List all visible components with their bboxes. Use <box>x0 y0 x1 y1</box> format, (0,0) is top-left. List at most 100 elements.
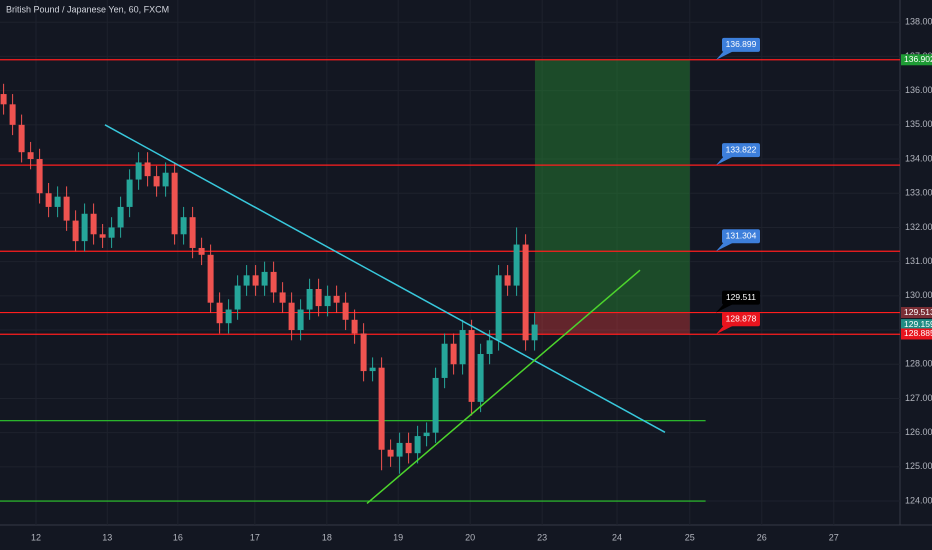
candle-body <box>351 319 358 334</box>
y-tick-label: 135.000 <box>905 119 932 129</box>
x-tick-label: 17 <box>250 532 260 542</box>
y-tick-label: 130.000 <box>905 290 932 300</box>
candle-body <box>18 124 25 153</box>
callout-label: 136.899 <box>726 39 757 49</box>
trend-line <box>104 124 666 433</box>
callout-box <box>722 37 760 52</box>
candle-body <box>270 271 277 293</box>
candle-body <box>54 196 61 207</box>
callout-box <box>722 229 760 244</box>
trend-line <box>366 269 641 505</box>
x-tick-label: 23 <box>537 532 547 542</box>
candle-body <box>261 271 268 286</box>
candle-body <box>90 213 97 235</box>
candle-body <box>459 330 466 365</box>
price-label-box <box>901 319 932 331</box>
candle-body <box>45 193 52 207</box>
x-tick-label: 20 <box>465 532 475 542</box>
candle-body <box>135 162 142 180</box>
callout-pointer <box>716 50 734 60</box>
candle-body <box>387 449 394 457</box>
x-tick-label: 13 <box>102 532 112 542</box>
callout-box <box>722 312 760 327</box>
candle-body <box>198 247 205 255</box>
candle-body <box>396 442 403 457</box>
candle-body <box>468 330 475 402</box>
y-tick-label: 131.000 <box>905 256 932 266</box>
candle-body <box>441 343 448 378</box>
candle-body <box>171 172 178 235</box>
price-label: 129.159 <box>904 319 932 329</box>
candle-body <box>99 234 106 238</box>
x-tick-label: 25 <box>685 532 695 542</box>
candle-body <box>288 302 295 331</box>
y-tick-label: 124.000 <box>905 495 932 505</box>
x-tick-label: 12 <box>31 532 41 542</box>
candle-body <box>504 275 511 286</box>
candle-body <box>477 353 484 402</box>
x-tick-label: 27 <box>829 532 839 542</box>
candle-body <box>279 292 286 303</box>
callout-pointer <box>716 156 734 166</box>
candle-body <box>342 302 349 320</box>
price-label: 136.902 <box>904 54 932 64</box>
candle-body <box>189 217 196 248</box>
y-tick-label: 128.000 <box>905 359 932 369</box>
candle-body <box>423 432 430 437</box>
candle-body <box>216 302 223 324</box>
candle-body <box>144 162 151 177</box>
candle-body <box>225 309 232 324</box>
candle-body <box>513 244 520 286</box>
candle-body <box>180 217 187 235</box>
candle-body <box>405 442 412 454</box>
zone <box>534 312 690 335</box>
candle-body <box>486 340 493 354</box>
candle-body <box>243 275 250 286</box>
candle-body <box>360 333 367 372</box>
candle-body <box>333 295 340 303</box>
candle-body <box>315 289 322 307</box>
y-tick-label: 133.000 <box>905 188 932 198</box>
candle-body <box>36 159 43 194</box>
price-label-box <box>901 307 932 319</box>
candle-body <box>432 377 439 433</box>
callout-box <box>722 290 760 305</box>
candle-body <box>306 289 313 310</box>
candle-body <box>72 220 79 242</box>
callout-pointer <box>716 303 734 313</box>
price-label: 129.513 <box>904 307 932 317</box>
y-tick-label: 136.000 <box>905 85 932 95</box>
candle-body <box>369 367 376 372</box>
callout-label: 129.511 <box>726 292 756 302</box>
x-tick-label: 18 <box>322 532 332 542</box>
candle-body <box>495 275 502 341</box>
candle-body <box>108 227 115 238</box>
candle-body <box>522 244 529 341</box>
y-tick-label: 132.000 <box>905 222 932 232</box>
callout-label: 131.304 <box>726 230 757 240</box>
y-tick-label: 138.000 <box>905 17 932 27</box>
x-tick-label: 24 <box>612 532 622 542</box>
zone <box>534 59 690 313</box>
y-tick-label: 126.000 <box>905 427 932 437</box>
candle-body <box>414 436 421 454</box>
callout-pointer <box>716 242 734 252</box>
candle-body <box>63 196 70 221</box>
callout-label: 133.822 <box>726 144 757 154</box>
candle-body <box>0 94 7 105</box>
callout-pointer <box>716 325 734 335</box>
candle-body <box>450 343 457 365</box>
candle-body <box>126 179 133 207</box>
candle-body <box>252 275 259 286</box>
price-label: 128.885 <box>904 328 932 338</box>
y-tick-label: 134.000 <box>905 153 932 163</box>
candle-body <box>117 206 124 228</box>
candle-body <box>153 176 160 187</box>
y-tick-label: 127.000 <box>905 393 932 403</box>
callout-label: 128.878 <box>726 313 757 323</box>
price-label-box <box>901 328 932 340</box>
y-tick-label: 125.000 <box>905 461 932 471</box>
candle-body <box>27 152 34 160</box>
